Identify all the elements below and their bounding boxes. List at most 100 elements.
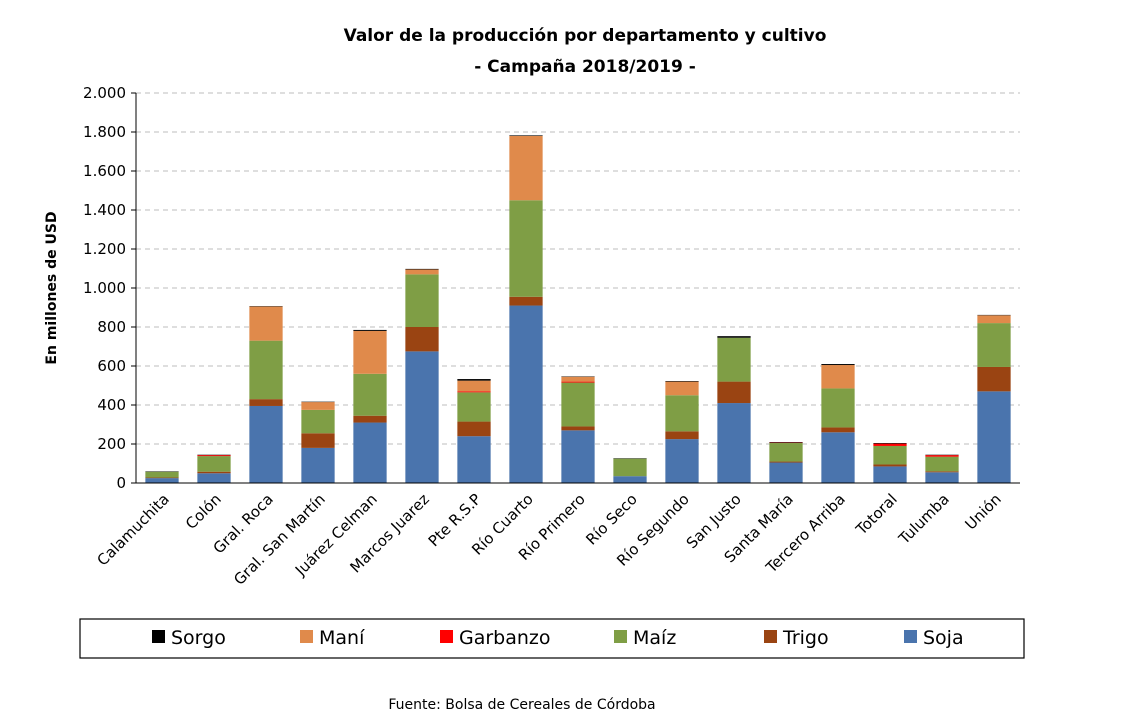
bar-stack-rio-cuarto	[509, 135, 543, 483]
bar-sorgo-marcos-juarez	[405, 268, 439, 270]
bar-soja-rio-seco	[613, 476, 647, 483]
legend-swatch-trigo	[764, 630, 777, 643]
bar-maiz-pte-r-s-p	[457, 392, 491, 422]
y-tick-label: 600	[97, 357, 126, 375]
x-tick-label: Gral. San Martín	[230, 490, 329, 589]
bar-mani-gral-roca	[249, 306, 283, 341]
bar-sorgo-totoral	[873, 443, 907, 444]
bar-sorgo-santa-maria	[769, 442, 803, 443]
bar-stack-gral-roca	[249, 306, 283, 483]
source-note: Fuente: Bolsa de Cereales de Córdoba	[388, 697, 655, 713]
legend-box	[79, 618, 1025, 659]
bar-maiz-san-justo	[717, 337, 751, 382]
bar-mani-gral-san-martin	[301, 402, 335, 410]
legend-label-maiz: Maíz	[633, 627, 676, 649]
bar-garbanzo-totoral	[873, 443, 907, 446]
y-tick-label: 1.800	[83, 123, 126, 141]
bar-maiz-rio-segundo	[665, 395, 699, 432]
bar-garbanzo-tulumba	[925, 455, 959, 457]
bar-soja-gral-roca	[249, 405, 283, 483]
bar-maiz-tercero-arriba	[821, 388, 855, 428]
y-tick-label: 1.600	[83, 162, 126, 180]
bar-maiz-gral-roca	[249, 340, 283, 400]
legend-swatch-mani	[300, 630, 313, 643]
bar-soja-gral-san-martin	[301, 447, 335, 483]
bar-soja-tercero-arriba	[821, 432, 855, 483]
bar-soja-san-justo	[717, 403, 751, 483]
bar-trigo-rio-cuarto	[509, 296, 543, 306]
bar-stack-san-justo	[717, 336, 751, 483]
bar-mani-juarez-celman	[353, 330, 387, 374]
bar-soja-totoral	[873, 466, 907, 483]
bar-trigo-pte-r-s-p	[457, 421, 491, 437]
bar-stack-santa-maria	[769, 442, 803, 483]
bar-maiz-rio-cuarto	[509, 200, 543, 297]
bar-stack-tulumba	[925, 454, 959, 483]
bar-stack-rio-primero	[561, 376, 595, 483]
bar-stack-calamuchita	[145, 471, 179, 483]
bar-stack-totoral	[873, 443, 907, 483]
bar-soja-union	[977, 391, 1011, 483]
legend-label-soja: Soja	[923, 627, 964, 649]
bar-soja-pte-r-s-p	[457, 436, 491, 483]
bar-sorgo-tercero-arriba	[821, 364, 855, 366]
legend-label-sorgo: Sorgo	[171, 627, 226, 649]
bar-trigo-tercero-arriba	[821, 427, 855, 433]
x-tick-label: Calamuchita	[94, 490, 173, 569]
bar-trigo-rio-primero	[561, 426, 595, 431]
bar-garbanzo-pte-r-s-p	[457, 391, 491, 393]
bar-soja-calamuchita	[145, 478, 179, 483]
bar-maiz-colon	[197, 456, 231, 472]
bar-mani-rio-cuarto	[509, 135, 543, 201]
bar-trigo-calamuchita	[145, 477, 179, 479]
chart-subtitle: - Campaña 2018/2019 -	[474, 57, 696, 77]
x-tick-label: Totoral	[852, 490, 901, 539]
legend-swatch-sorgo	[152, 630, 165, 643]
bar-sorgo-san-justo	[717, 336, 751, 338]
chart-title: Valor de la producción por departamento …	[344, 26, 827, 46]
x-tick-label: Colón	[182, 490, 225, 533]
legend: Sorgo Maní Garbanzo Maíz Trigo Soja	[152, 627, 964, 649]
bar-trigo-marcos-juarez	[405, 327, 439, 352]
y-tick-label: 1.400	[83, 201, 126, 219]
bar-stack-marcos-juarez	[405, 268, 439, 483]
y-tick-label: 2.000	[83, 84, 126, 102]
bar-maiz-santa-maria	[769, 443, 803, 462]
y-tick-label: 0	[116, 474, 126, 492]
bar-stack-rio-seco	[613, 458, 647, 483]
bar-maiz-gral-san-martin	[301, 409, 335, 434]
bar-soja-rio-primero	[561, 430, 595, 483]
bar-maiz-marcos-juarez	[405, 274, 439, 327]
x-tick-label: Unión	[961, 490, 1004, 533]
legend-swatch-garbanzo	[440, 630, 453, 643]
y-axis-label: En millones de USD	[44, 211, 60, 364]
bar-maiz-tulumba	[925, 456, 959, 472]
bar-maiz-union	[977, 323, 1011, 367]
legend-swatch-maiz	[614, 630, 627, 643]
bar-stack-gral-san-martin	[301, 401, 335, 483]
y-tick-label: 800	[97, 318, 126, 336]
bar-maiz-calamuchita	[145, 471, 179, 478]
bar-stack-tercero-arriba	[821, 364, 855, 483]
bar-soja-tulumba	[925, 472, 959, 483]
y-tick-label: 200	[97, 435, 126, 453]
bar-trigo-rio-segundo	[665, 431, 699, 440]
bar-trigo-santa-maria	[769, 461, 803, 463]
bar-trigo-tulumba	[925, 471, 959, 473]
bar-sorgo-pte-r-s-p	[457, 379, 491, 381]
y-axis-ticks: 0 200 400 600 800 1.000 1.200 1.400 1.600 1.800 2.…	[83, 84, 136, 492]
bar-trigo-gral-roca	[249, 399, 283, 406]
bar-soja-santa-maria	[769, 462, 803, 483]
y-tick-label: 1.000	[83, 279, 126, 297]
bar-soja-rio-cuarto	[509, 305, 543, 483]
bar-stack-pte-r-s-p	[457, 379, 491, 483]
bars	[145, 135, 1011, 483]
bar-sorgo-rio-cuarto	[509, 135, 543, 136]
bar-mani-pte-r-s-p	[457, 380, 491, 392]
legend-label-garbanzo: Garbanzo	[459, 627, 551, 649]
bar-sorgo-juarez-celman	[353, 329, 387, 331]
bar-stack-juarez-celman	[353, 329, 387, 483]
bar-stack-colon	[197, 454, 231, 483]
bar-maiz-totoral	[873, 445, 907, 465]
